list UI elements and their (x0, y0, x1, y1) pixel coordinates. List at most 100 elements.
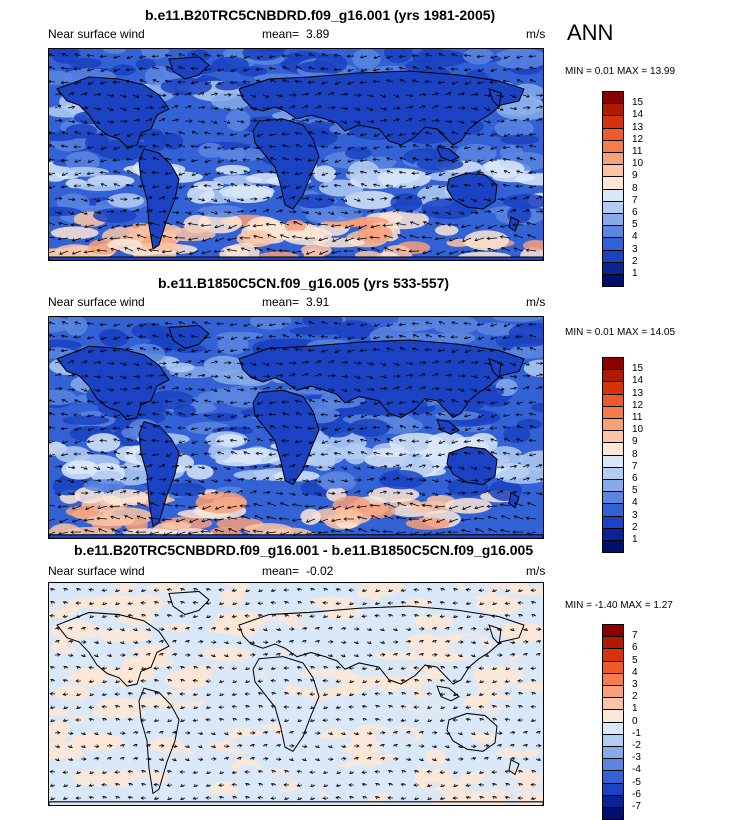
colorbar-swatch (602, 661, 624, 674)
field-shade (198, 143, 223, 158)
colorbar-tick-label: 12 (632, 135, 643, 145)
colorbar-swatch (602, 115, 624, 128)
colorbar-swatch (602, 369, 624, 382)
colorbar-swatch (602, 648, 624, 661)
colorbar-tick-label: 4 (632, 498, 638, 508)
field-shade (107, 239, 142, 251)
field-shade (134, 753, 175, 769)
panel-2-minmax: MIN = 0.01 MAX = 14.05 (565, 327, 675, 338)
colorbar-tick-label: -4 (632, 765, 641, 775)
wind-vector (383, 225, 393, 226)
field-shade (56, 446, 91, 463)
colorbar-tick-label: 1 (632, 269, 638, 279)
colorbar-swatch (602, 673, 624, 686)
field-shade (230, 448, 281, 464)
panel-1-mean-label: mean= (262, 27, 299, 41)
field-shade (374, 728, 416, 745)
coastline (49, 257, 543, 260)
colorbar-tick-label: 0 (632, 717, 638, 727)
field-shade (297, 771, 336, 793)
field-shade (196, 492, 247, 514)
colorbar-swatch (602, 381, 624, 394)
colorbar-swatch (602, 503, 624, 516)
panel-3-mean-label: mean= (262, 564, 299, 578)
colorbar-swatch (602, 225, 624, 238)
panel-3-title: b.e11.B20TRC5CNBDRD.f09_g16.001 - b.e11.… (74, 542, 533, 558)
field-shade (410, 700, 457, 712)
colorbar-tick-label: 15 (632, 364, 643, 374)
colorbar-tick-label: 8 (632, 184, 638, 194)
colorbar-tick-label: 7 (632, 631, 638, 641)
field-shade (219, 184, 274, 198)
field-shade (217, 332, 263, 340)
panel-2-map (48, 316, 544, 539)
wind-vector (305, 506, 315, 507)
field-shade (372, 448, 410, 457)
field-shade (271, 230, 324, 240)
colorbar-tick-label: 2 (632, 257, 638, 267)
field-shade (476, 595, 523, 614)
field-shade (62, 460, 97, 479)
colorbar-swatch (602, 394, 624, 407)
colorbar-swatch (602, 128, 624, 141)
panel-1-title: b.e11.B20TRC5CNBDRD.f09_g16.001 (yrs 198… (145, 7, 495, 23)
colorbar-tick-label: 10 (632, 159, 643, 169)
colorbar-swatch (602, 734, 624, 747)
colorbar-tick-label: 11 (632, 413, 642, 423)
field-shade (237, 764, 260, 780)
panel-3-variable: Near surface wind (48, 564, 145, 578)
field-shade (421, 679, 448, 700)
colorbar-swatch (602, 176, 624, 189)
field-shade (149, 737, 182, 753)
colorbar-tick-label: 6 (632, 208, 638, 218)
field-shade (390, 193, 422, 211)
field-shade (352, 49, 380, 69)
colorbar-tick-label: 4 (632, 232, 638, 242)
colorbar-swatch (602, 103, 624, 116)
field-shade (358, 666, 409, 676)
field-shade (474, 745, 496, 766)
field-shade (500, 145, 524, 161)
colorbar-swatch (602, 758, 624, 771)
field-shade (244, 523, 293, 536)
panel-2-units: m/s (526, 295, 545, 309)
field-shade (219, 589, 245, 607)
field-shade (374, 651, 429, 660)
field-shade (161, 78, 212, 95)
field-shade (198, 205, 245, 217)
colorbar-swatch (602, 406, 624, 419)
field-shade (426, 749, 447, 765)
field-shade (435, 225, 458, 236)
field-shade (349, 764, 370, 778)
panel-1-mean-value: 3.89 (306, 27, 329, 41)
field-shade (445, 498, 492, 514)
field-shade (356, 632, 396, 644)
panel-1-minmax: MIN = 0.01 MAX = 13.99 (565, 66, 675, 77)
panel-3-map (48, 582, 544, 806)
colorbar-tick-label: 11 (632, 147, 642, 157)
field-shade (349, 419, 390, 437)
field-shade (291, 676, 344, 690)
field-shade (193, 181, 224, 190)
field-shade (166, 363, 195, 373)
colorbar-tick-label: 8 (632, 450, 638, 460)
colorbar-swatch (602, 807, 624, 820)
colorbar-tick-label: 14 (632, 110, 643, 120)
colorbar-tick-label: 15 (632, 98, 643, 108)
colorbar-swatch (602, 164, 624, 177)
panel-1-units: m/s (526, 27, 545, 41)
field-shade (358, 225, 393, 243)
panel-2-mean-label: mean= (262, 295, 299, 309)
field-shade (202, 647, 254, 661)
wind-vector (305, 238, 315, 239)
field-shade (93, 208, 137, 223)
field-shade (339, 694, 379, 703)
colorbar-swatch (602, 250, 624, 263)
colorbar-tick-label: 5 (632, 486, 638, 496)
field-shade (422, 790, 444, 802)
colorbar-tick-label: 9 (632, 437, 638, 447)
season-label: ANN (567, 20, 613, 46)
field-shade (117, 610, 153, 626)
field-shade (415, 768, 435, 790)
field-shade (150, 709, 186, 718)
